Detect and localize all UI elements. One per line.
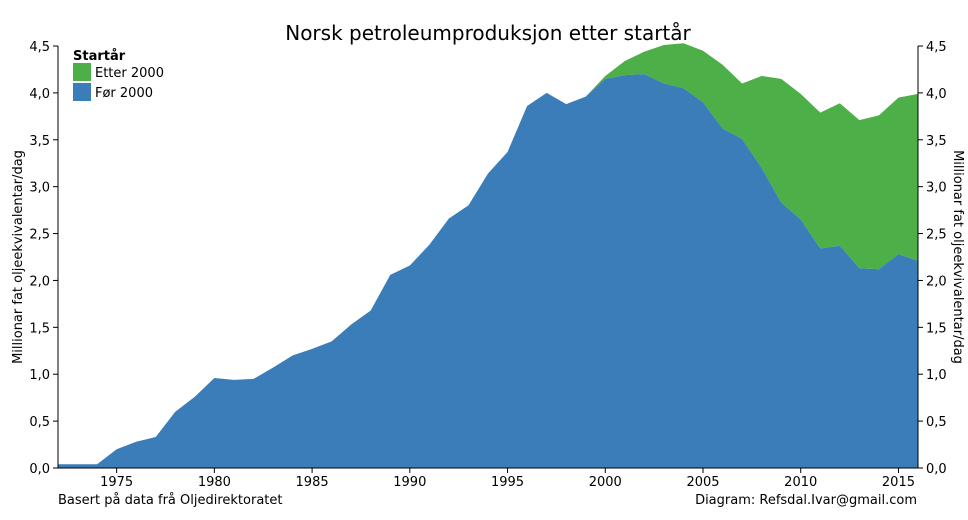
y-tick-label-right: 2,0 [926,274,947,289]
x-tick-label: 1985 [296,475,329,490]
chart-title: Norsk petroleumproduksjon etter startår [285,21,691,45]
legend-swatch-etter-2000 [73,63,91,81]
y-tick-label-right: 4,5 [926,40,947,55]
y-axis-label-left: Millionar fat oljeekvivalentar/dag [11,150,26,364]
x-tick-label: 2015 [882,475,915,490]
x-tick-label: 1995 [491,475,524,490]
y-tick-label-left: 1,0 [29,368,50,383]
area-for-2000 [58,74,918,468]
y-axis-label-right: Millionar fat oljeekvivalentar/dag [950,150,965,364]
x-tick-label: 2010 [784,475,817,490]
footer-source: Basert på data frå Oljedirektoratet [58,493,282,508]
y-tick-label-right: 4,0 [926,87,947,102]
x-tick-label: 1980 [198,475,231,490]
y-tick-label-left: 0,5 [29,415,50,430]
legend-label-etter-2000: Etter 2000 [95,66,164,81]
y-tick-label-left: 2,5 [29,228,50,243]
y-tick-label-right: 1,5 [926,321,947,336]
y-tick-label-right: 3,5 [926,134,947,149]
y-tick-label-right: 1,0 [926,368,947,383]
x-tick-label: 2000 [589,475,622,490]
y-tick-label-left: 0,0 [29,462,50,477]
x-tick-label: 1975 [100,475,133,490]
plot-area [58,43,918,468]
x-tick-label: 2005 [686,475,719,490]
legend-swatch-for-2000 [73,83,91,101]
legend: Startår Etter 2000 Før 2000 [73,49,164,101]
x-axis-ticks: 1975 1980 1985 1990 1995 2000 2005 2010 2015 [100,468,915,490]
y-tick-label-left: 4,5 [29,40,50,55]
footer-credit: Diagram: Refsdal.Ivar@gmail.com [695,493,917,508]
x-tick-label: 1990 [393,475,426,490]
y-tick-label-right: 0,5 [926,415,947,430]
y-tick-label-left: 3,5 [29,134,50,149]
y-axis-ticks-left: 0,0 0,5 1,0 1,5 2,0 2,5 3,0 3,5 4,0 4,5 [29,40,58,477]
y-tick-label-left: 4,0 [29,87,50,102]
y-axis-ticks-right: 0,0 0,5 1,0 1,5 2,0 2,5 3,0 3,5 4,0 4,5 [918,40,947,477]
y-tick-label-left: 3,0 [29,181,50,196]
legend-title: Startår [73,49,126,64]
y-tick-label-right: 2,5 [926,228,947,243]
legend-label-for-2000: Før 2000 [95,86,153,101]
y-tick-label-left: 1,5 [29,321,50,336]
y-tick-label-right: 0,0 [926,462,947,477]
y-tick-label-right: 3,0 [926,181,947,196]
y-tick-label-left: 2,0 [29,274,50,289]
